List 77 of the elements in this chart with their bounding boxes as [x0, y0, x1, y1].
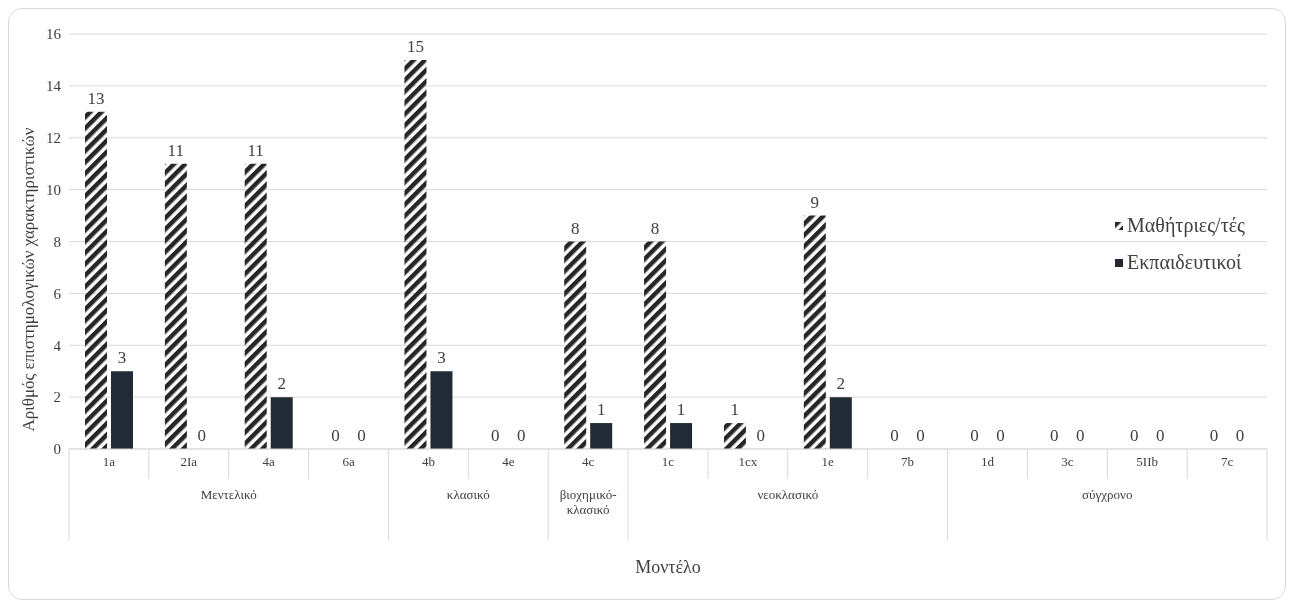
x-tick-label: 7c: [1220, 454, 1234, 470]
data-label: 9: [810, 192, 819, 212]
data-label: 0: [1129, 426, 1139, 445]
x-tick-label: 1d: [980, 454, 995, 470]
legend-label: Μαθήτριες/τές: [1127, 214, 1245, 237]
data-label: 0: [1235, 426, 1245, 445]
data-label: 0: [491, 426, 500, 445]
bar: [404, 59, 427, 449]
data-label: 0: [1050, 426, 1059, 445]
data-label: 0: [996, 426, 1005, 445]
data-label: 0: [890, 426, 899, 445]
x-tick-label: 4b: [421, 454, 435, 470]
bar: [564, 241, 587, 449]
x-axis-title: Μοντέλο: [634, 557, 702, 578]
data-label: 0: [357, 426, 366, 445]
data-label: 1: [676, 400, 686, 420]
data-label: 11: [247, 140, 264, 160]
bar: [723, 423, 746, 449]
bar: [85, 111, 107, 449]
bar: [803, 215, 826, 449]
x-tick-label: 1cx: [738, 454, 758, 470]
y-tick-label: 0: [53, 441, 61, 458]
x-tick-label: 6a: [342, 454, 355, 470]
data-label: 0: [916, 426, 925, 445]
x-tick-label: 4a: [262, 454, 276, 470]
data-label: 0: [331, 426, 340, 445]
data-label: 8: [650, 218, 660, 238]
bar: [644, 241, 667, 449]
x-tick-label: 3c: [1061, 454, 1074, 470]
bar: [244, 163, 267, 449]
data-label: 3: [437, 348, 446, 368]
x-tick-label: 4c: [581, 454, 595, 470]
data-label: 11: [167, 140, 184, 160]
bar: [111, 371, 133, 449]
bar: [829, 397, 852, 449]
y-tick-label: 14: [46, 78, 62, 95]
x-tick-label: 5IIb: [1136, 454, 1159, 470]
data-label: 0: [197, 426, 207, 445]
bar: [164, 163, 187, 449]
x-tick-label: 1a: [102, 454, 116, 470]
x-tick-label: 1e: [821, 454, 835, 470]
y-tick-label: 12: [46, 130, 61, 147]
bar: [270, 397, 293, 449]
y-tick-label: 10: [46, 181, 61, 198]
y-tick-label: 8: [53, 233, 61, 250]
data-label: 1: [730, 400, 740, 420]
legend-label: Εκπαιδευτικοί: [1127, 251, 1242, 274]
data-label: 0: [970, 426, 979, 445]
data-label: 0: [1209, 426, 1219, 445]
y-tick-label: 4: [53, 337, 62, 354]
x-tick-label: 7b: [901, 454, 915, 470]
x-tick-label: 2Ia: [180, 454, 198, 470]
text: κλασικό: [445, 487, 491, 502]
data-label: 0: [756, 426, 766, 445]
y-tick-label: 2: [53, 389, 61, 406]
data-label: 0: [517, 426, 526, 445]
text: νεοκλασικό: [756, 487, 820, 502]
bar: [430, 371, 453, 449]
bar: [670, 423, 693, 449]
data-label: 15: [406, 36, 424, 56]
y-tick-label: 16: [46, 26, 62, 43]
x-tick-label: 1c: [661, 454, 675, 470]
y-tick-label: 6: [53, 285, 62, 302]
data-label: 0: [1155, 426, 1165, 445]
y-axis-title: Αριθμός επιστημολογικών χαρακτηριστικών: [19, 127, 39, 432]
data-label: 13: [87, 88, 105, 108]
text: Μεντελικό: [199, 487, 258, 502]
data-label: 0: [1076, 426, 1085, 445]
bar: [590, 423, 613, 449]
data-label: 1: [596, 400, 606, 420]
text: σύγχρονο: [1081, 487, 1134, 502]
data-label: 8: [570, 218, 580, 238]
data-label: 2: [836, 374, 845, 394]
data-label: 2: [277, 374, 286, 394]
x-tick-label: 4e: [502, 454, 515, 470]
text: βιοχημικό-κλασικό: [558, 487, 618, 517]
data-label: 3: [117, 348, 127, 368]
